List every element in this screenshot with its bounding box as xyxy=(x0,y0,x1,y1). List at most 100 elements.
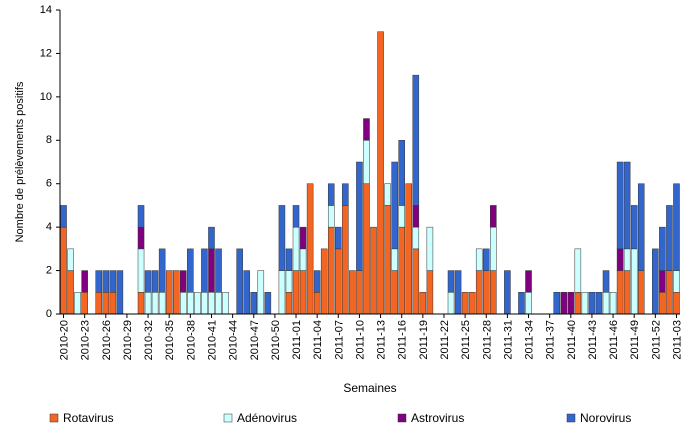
x-tick-label: 2011-07 xyxy=(333,320,345,360)
bar-segment xyxy=(180,270,187,293)
bar-segment xyxy=(201,248,208,293)
bar-segment xyxy=(616,270,624,315)
x-tick-label: 2011-10 xyxy=(354,320,366,360)
bar-segment xyxy=(144,270,152,293)
bar-segment xyxy=(398,205,405,228)
bar-segment xyxy=(637,183,645,271)
bar-segment xyxy=(292,226,300,271)
bar-segment xyxy=(342,183,349,206)
x-tick-label: 2010-50 xyxy=(270,320,282,360)
x-tick-label: 2011-40 xyxy=(566,320,578,360)
bar-segment xyxy=(623,248,631,271)
bar-segment xyxy=(490,205,497,228)
bar-segment xyxy=(151,292,159,315)
legend-label: Rotavirus xyxy=(63,411,114,425)
bar-segment xyxy=(137,205,145,228)
bar-segment xyxy=(299,270,307,315)
bar-segment xyxy=(602,292,610,315)
bar-segment xyxy=(158,248,166,293)
bar-segment xyxy=(630,205,638,250)
bar-segment xyxy=(468,292,476,315)
bar-segment xyxy=(250,292,258,315)
bar-segment xyxy=(673,183,680,271)
bar-segment xyxy=(208,292,215,315)
bar-segment xyxy=(278,270,286,315)
bar-segment xyxy=(574,248,582,293)
x-tick-label: 2010-38 xyxy=(185,320,197,360)
bar-segment xyxy=(342,205,349,315)
bar-segment xyxy=(313,292,321,315)
bar-segment xyxy=(652,248,659,315)
x-tick-label: 2011-34 xyxy=(524,320,536,360)
bar-segment xyxy=(412,226,420,250)
bar-segment xyxy=(666,205,673,271)
bar-segment xyxy=(285,248,293,271)
bar-segment xyxy=(370,226,377,315)
bar-segment xyxy=(292,270,300,315)
bar-segment xyxy=(165,270,173,315)
bar-segment xyxy=(447,270,455,293)
x-tick-label: 2011-19 xyxy=(418,320,430,360)
bar-segment xyxy=(525,270,532,293)
x-tick-label: 2011-13 xyxy=(376,320,388,360)
bar-segment xyxy=(74,292,81,315)
bar-segment xyxy=(518,292,525,315)
legend-swatch xyxy=(49,413,59,423)
x-tick-label: 2010-32 xyxy=(143,320,155,360)
bar-segment xyxy=(187,292,194,315)
y-tick-label: 14 xyxy=(40,4,52,16)
bar-segment xyxy=(637,270,645,315)
bar-segment xyxy=(285,292,293,315)
bar-segment xyxy=(257,270,265,315)
bar-segment xyxy=(327,226,335,315)
x-tick-label: 2010-47 xyxy=(249,320,261,360)
bar-segment xyxy=(426,226,434,271)
bar-segment xyxy=(81,270,88,293)
x-tick-label: 2010-35 xyxy=(164,320,176,360)
bar-segment xyxy=(95,292,103,315)
x-tick-label: 2011-43 xyxy=(587,320,599,360)
bar-segment xyxy=(398,140,405,206)
x-tick-label: 2010-23 xyxy=(80,320,92,360)
bar-segment xyxy=(215,248,222,293)
x-tick-label: 2010-29 xyxy=(122,320,134,360)
bar-segment xyxy=(158,292,166,315)
bar-segment xyxy=(116,270,124,315)
bar-segment xyxy=(278,205,286,271)
x-tick-label: 2011-49 xyxy=(629,320,641,360)
bar-segment xyxy=(363,140,370,184)
bar-segment xyxy=(377,31,384,315)
bar-segment xyxy=(623,270,631,315)
bar-segment xyxy=(137,226,145,250)
bar-segment xyxy=(412,205,420,228)
bar-segment xyxy=(553,292,560,315)
bar-segment xyxy=(215,292,222,315)
bar-segment xyxy=(109,292,117,315)
legend-swatch xyxy=(566,413,576,423)
bar-segment xyxy=(391,270,398,315)
bar-segment xyxy=(285,270,293,293)
bar-segment xyxy=(398,226,405,315)
x-tick-label: 2011-37 xyxy=(545,320,557,360)
bar-segment xyxy=(60,205,67,228)
bar-segment xyxy=(67,270,74,315)
bar-segment xyxy=(363,183,370,315)
bar-segment xyxy=(144,292,152,315)
bar-segment xyxy=(504,270,511,315)
bar-segment xyxy=(102,270,110,293)
bar-segment xyxy=(574,292,582,315)
y-tick-label: 0 xyxy=(46,308,52,320)
bar-segment xyxy=(299,248,307,271)
y-tick-label: 4 xyxy=(46,221,52,233)
bar-segment xyxy=(172,270,180,315)
bar-segment xyxy=(482,248,490,271)
bar-segment xyxy=(194,292,201,315)
bar-segment xyxy=(67,248,74,271)
bar-segment xyxy=(335,226,342,250)
x-tick-label: 2011-31 xyxy=(502,320,514,360)
bar-segment xyxy=(659,292,666,315)
legend-label: Adénovirus xyxy=(237,411,297,425)
bar-segment xyxy=(327,183,335,206)
bar-segment xyxy=(180,292,187,315)
bar-segment xyxy=(490,270,497,315)
